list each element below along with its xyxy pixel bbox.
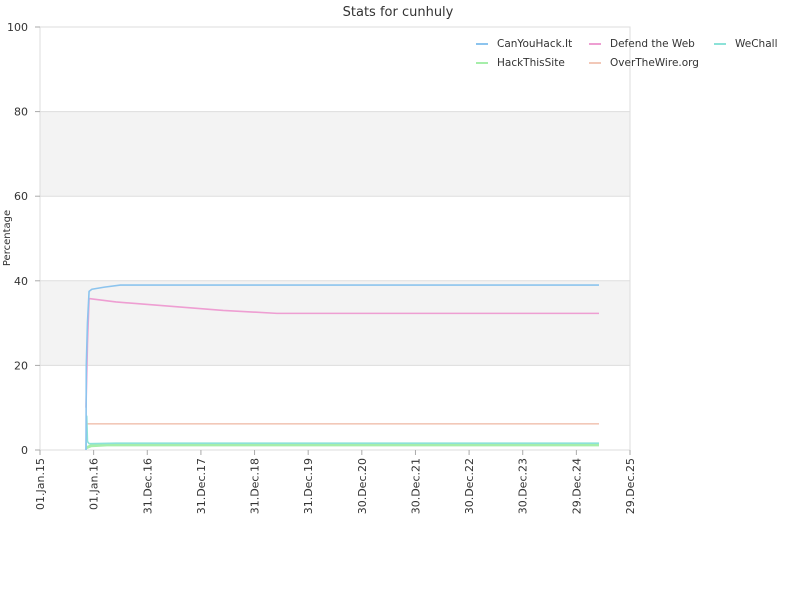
y-tick-label: 0 — [21, 444, 28, 457]
legend-label: HackThisSite — [497, 57, 565, 69]
legend-label: Defend the Web — [610, 38, 695, 50]
band-1 — [40, 111, 630, 197]
y-tick-label: 40 — [14, 275, 28, 288]
x-tick-label: 30.Dec.22 — [463, 458, 476, 514]
grid-lines — [40, 26, 630, 451]
x-tick-label: 31.Dec.19 — [302, 458, 315, 514]
series-lines — [85, 284, 599, 451]
x-tick-label: 30.Dec.20 — [356, 458, 369, 514]
x-tick-label: 31.Dec.16 — [141, 458, 154, 514]
x-tick-label: 30.Dec.21 — [409, 458, 422, 514]
plot-area-border — [39, 26, 631, 451]
x-tick-label: 01.Jan.15 — [34, 458, 47, 510]
y-tick-label: 100 — [7, 21, 28, 34]
y-tick-label: 80 — [14, 106, 28, 119]
y-axis-label: Percentage — [2, 210, 13, 266]
y-axis-ticks: 0 20 40 60 80 100 — [7, 21, 40, 457]
legend-label: CanYouHack.It — [497, 38, 572, 50]
band-0 — [40, 280, 630, 366]
legend-label: WeChall — [735, 38, 777, 50]
legend: CanYouHack.It Defend the Web WeChall HackTh… — [476, 38, 777, 69]
legend-label: OverTheWire.org — [610, 57, 699, 69]
series-line — [85, 284, 599, 451]
chart-title: Stats for cunhuly — [343, 5, 454, 20]
x-axis-ticks: 01.Jan.15 01.Jan.16 31.Dec.16 31.Dec.17 31.D… — [34, 450, 637, 514]
series-line — [85, 443, 599, 450]
y-tick-label: 60 — [14, 190, 28, 203]
x-tick-label: 31.Dec.18 — [249, 458, 262, 514]
background-bands — [40, 111, 630, 366]
x-tick-label: 30.Dec.23 — [517, 458, 530, 514]
x-tick-label: 01.Jan.16 — [88, 458, 101, 510]
x-tick-label: 29.Dec.25 — [624, 458, 637, 514]
x-tick-label: 31.Dec.17 — [195, 458, 208, 514]
y-tick-label: 20 — [14, 359, 28, 372]
x-tick-label: 29.Dec.24 — [570, 458, 583, 514]
